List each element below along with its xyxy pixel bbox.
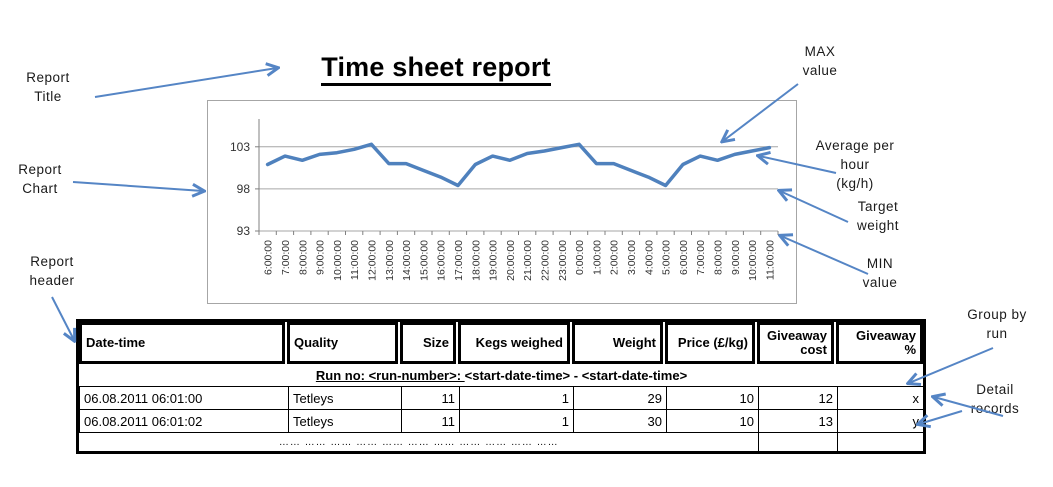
svg-text:93: 93 [237,224,251,238]
callout-average-per-hour: Average per hour (kg/h) [815,138,895,191]
svg-text:11:00:00: 11:00:00 [764,240,776,280]
svg-text:17:00:00: 17:00:00 [453,240,465,281]
svg-text:5:00:00: 5:00:00 [661,240,673,275]
line-chart: 93 98 103 6:00:00 7:00:00 8:00:00 9:00:00 10:00… [230,119,779,281]
run-row-range: <start-date-time> - <start-date-time> [464,367,688,383]
svg-text:13:00:00: 13:00:00 [384,240,396,281]
arrow-report-header [51,296,74,340]
svg-text:21:00:00: 21:00:00 [522,240,534,281]
svg-text:20:00:00: 20:00:00 [505,240,517,281]
svg-text:6:00:00: 6:00:00 [263,240,275,275]
header-weight: Weight [572,322,663,364]
report-table: Date-time Quality Size Kegs weighed Weig… [76,319,926,454]
svg-text:9:00:00: 9:00:00 [730,240,742,275]
table-header-row: Date-time Quality Size Kegs weighed Weig… [79,322,923,364]
callout-min-value: MIN value [862,256,898,290]
svg-text:19:00:00: 19:00:00 [488,240,500,281]
header-date-time: Date-time [79,322,285,364]
svg-text:12:00:00: 12:00:00 [366,240,378,281]
header-kegs-weighed: Kegs weighed [458,322,570,364]
group-by-run-row: Run no: <run-number>: <start-date-time> … [79,364,924,387]
svg-text:2:00:00: 2:00:00 [609,240,621,275]
svg-text:98: 98 [237,182,251,196]
svg-text:11:00:00: 11:00:00 [349,240,361,280]
svg-text:1:00:00: 1:00:00 [591,240,603,275]
arrow-report-chart [72,181,203,191]
svg-text:10:00:00: 10:00:00 [747,240,759,281]
svg-text:3:00:00: 3:00:00 [626,240,638,275]
ellipsis-row: …… …… …… …… …… …… …… …… …… …… …… [79,432,925,451]
detail-row: 06.08.2011 06:01:00 Tetleys 11 1 29 10 1… [79,386,925,410]
callout-report-chart: Report Chart [18,162,62,196]
svg-text:8:00:00: 8:00:00 [712,240,724,275]
arrow-report-title [94,68,277,98]
run-row-label: Run no: <run-number>: [315,367,465,383]
svg-text:10:00:00: 10:00:00 [332,240,344,281]
callout-report-title: Report Title [26,70,70,104]
svg-text:15:00:00: 15:00:00 [418,240,430,281]
svg-text:23:00:00: 23:00:00 [557,240,569,281]
svg-text:9:00:00: 9:00:00 [315,240,327,275]
callout-detail-records: Detail records [970,382,1020,416]
svg-text:16:00:00: 16:00:00 [436,240,448,281]
svg-text:4:00:00: 4:00:00 [643,240,655,275]
header-size: Size [400,322,456,364]
svg-text:18:00:00: 18:00:00 [470,240,482,281]
page-title: Time sheet report [280,52,592,86]
callout-target-weight: Target weight [856,199,900,233]
header-price: Price (£/kg) [665,322,755,364]
callout-max-value: MAX value [802,44,838,78]
header-giveaway-cost: Giveaway cost [757,322,834,364]
callout-report-header: Report header [29,254,75,288]
svg-text:103: 103 [230,140,250,154]
svg-text:14:00:00: 14:00:00 [401,240,413,281]
svg-text:6:00:00: 6:00:00 [678,240,690,275]
detail-row: 06.08.2011 06:01:02 Tetleys 11 1 30 10 1… [79,409,925,433]
ellipsis-cell: …… …… …… …… …… …… …… …… …… …… …… [79,432,759,451]
report-chart: 93 98 103 6:00:00 7:00:00 8:00:00 9:00:00 10:00… [207,100,797,304]
svg-text:22:00:00: 22:00:00 [539,240,551,281]
header-giveaway-pct: Giveaway % [836,322,923,364]
svg-text:8:00:00: 8:00:00 [297,240,309,275]
svg-text:7:00:00: 7:00:00 [280,240,292,275]
svg-text:7:00:00: 7:00:00 [695,240,707,275]
table-body: Run no: <run-number>: <start-date-time> … [79,364,925,451]
svg-text:0:00:00: 0:00:00 [574,240,586,275]
callout-group-by-run: Group by run [967,307,1027,341]
header-quality: Quality [287,322,398,364]
